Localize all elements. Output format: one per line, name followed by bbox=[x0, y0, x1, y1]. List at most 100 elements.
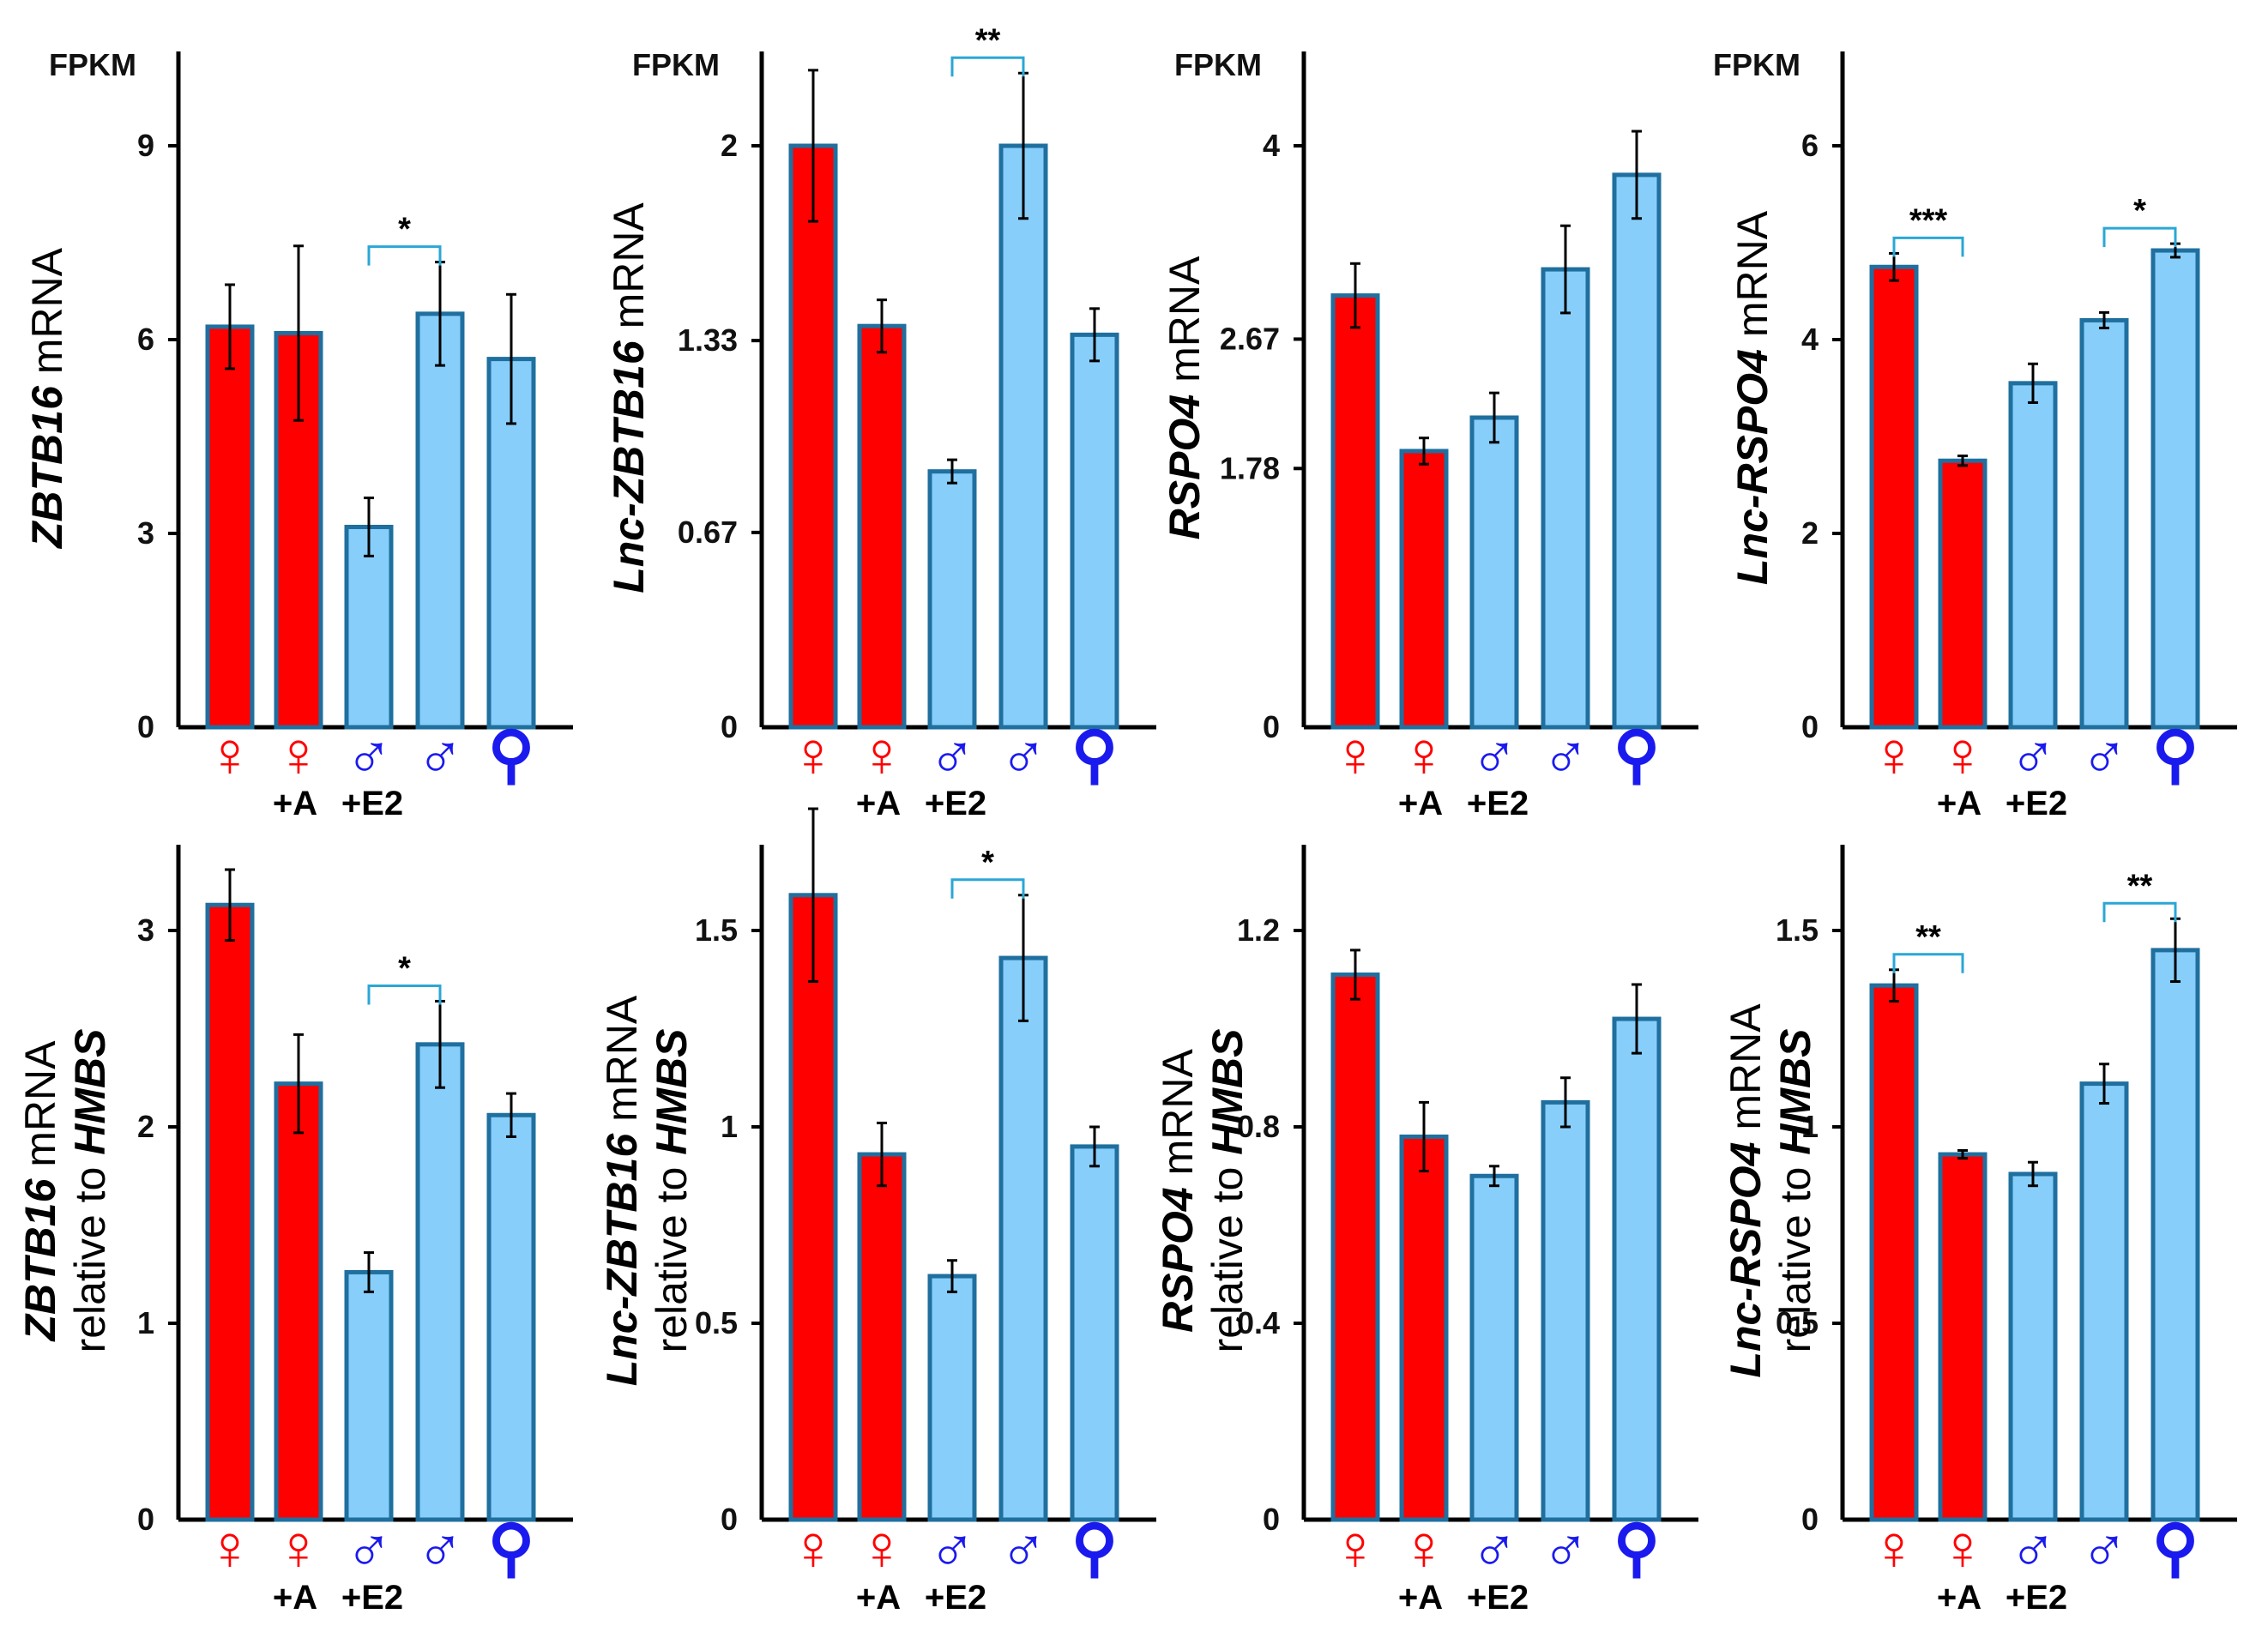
treatment-label: +E2 bbox=[1467, 1579, 1529, 1617]
bar bbox=[2079, 1081, 2129, 1522]
y-tick-label: 3 bbox=[137, 515, 154, 551]
significance-label: ** bbox=[975, 22, 1001, 58]
y-tick-label: 0 bbox=[1263, 709, 1280, 744]
significance-bracket bbox=[950, 56, 1025, 77]
y-tick-label: 0 bbox=[137, 709, 154, 744]
unit-label: FPKM bbox=[49, 47, 136, 82]
bar bbox=[344, 1269, 394, 1522]
bar bbox=[1070, 332, 1119, 730]
significance-label: *** bbox=[1909, 202, 1948, 238]
female-symbol-icon: ♀ bbox=[1939, 719, 1987, 790]
y-tick-label: 0 bbox=[1801, 1502, 1819, 1537]
male-symbol-icon: ♂ bbox=[2009, 1512, 2057, 1583]
bar bbox=[1938, 1152, 1988, 1522]
bar bbox=[857, 1152, 907, 1522]
y-axis-label: Lnc-ZBTB16 mRNA bbox=[598, 995, 646, 1386]
bar bbox=[344, 524, 394, 730]
y-tick-label: 0.8 bbox=[1237, 1109, 1280, 1144]
bar bbox=[1612, 1016, 1662, 1522]
significance-label: ** bbox=[1915, 919, 1941, 955]
y-tick-label: 1.5 bbox=[695, 912, 738, 948]
castrated-male-symbol-icon: ⚲ bbox=[1071, 719, 1118, 790]
castrated-male-symbol-icon: ⚲ bbox=[2152, 1512, 2199, 1583]
bar bbox=[2079, 317, 2129, 730]
unit-label: FPKM bbox=[632, 47, 720, 82]
castrated-male-symbol-icon: ⚲ bbox=[488, 1512, 534, 1583]
treatment-label: +E2 bbox=[1467, 785, 1529, 822]
significance-bracket bbox=[367, 245, 442, 266]
castrated-male-symbol-icon: ⚲ bbox=[1614, 1512, 1660, 1583]
y-axis-label: relative to HMBS bbox=[66, 1029, 114, 1353]
y-axis-label-part: ZBTB16 bbox=[23, 385, 71, 550]
y-tick-label: 0 bbox=[137, 1502, 154, 1537]
bar bbox=[788, 893, 838, 1522]
y-axis-label: ZBTB16 mRNA bbox=[16, 1040, 64, 1343]
y-tick-label: 2 bbox=[721, 128, 738, 163]
female-symbol-icon: ♀ bbox=[789, 1512, 837, 1583]
y-axis-label-part: Lnc-RSPO4 bbox=[1722, 1142, 1770, 1378]
bar bbox=[415, 1042, 465, 1522]
castrated-male-symbol-icon: ⚲ bbox=[488, 719, 534, 790]
treatment-label: +E2 bbox=[341, 785, 403, 822]
treatment-label: +E2 bbox=[2006, 785, 2067, 822]
male-symbol-icon: ♂ bbox=[1470, 719, 1518, 790]
y-axis-label-part: mRNA bbox=[16, 1040, 64, 1179]
y-tick-label: 3 bbox=[137, 912, 154, 948]
significance-label: * bbox=[398, 212, 411, 248]
bar bbox=[1330, 293, 1380, 730]
y-tick-label: 1.78 bbox=[1220, 450, 1280, 485]
male-symbol-icon: ♂ bbox=[345, 1512, 393, 1583]
y-axis-label-part: Lnc-ZBTB16 bbox=[598, 1133, 646, 1387]
male-symbol-icon: ♂ bbox=[2080, 1512, 2128, 1583]
y-tick-label: 0.5 bbox=[695, 1305, 738, 1340]
bar bbox=[1938, 458, 1988, 730]
y-tick-label: 6 bbox=[137, 322, 154, 357]
y-tick-label: 4 bbox=[1263, 128, 1280, 163]
y-tick-label: 0.4 bbox=[1237, 1305, 1280, 1340]
bar bbox=[486, 1112, 536, 1522]
y-axis-label-part: relative to bbox=[1771, 1155, 1819, 1353]
male-symbol-icon: ♂ bbox=[345, 719, 393, 790]
y-axis-label-part: mRNA bbox=[1154, 1049, 1202, 1188]
bar bbox=[1469, 415, 1519, 730]
y-axis-label-part: relative to bbox=[648, 1155, 696, 1353]
y-tick-label: 1 bbox=[721, 1109, 738, 1144]
y-tick-label: 0 bbox=[721, 709, 738, 744]
bar bbox=[788, 143, 838, 730]
male-symbol-icon: ♂ bbox=[416, 1512, 464, 1583]
bar bbox=[2150, 248, 2200, 730]
treatment-label: +A bbox=[856, 1579, 901, 1617]
bar bbox=[1541, 1099, 1590, 1522]
chart-panel: 0 3 6 9 FPKM ZBTB16 mRNA ♀ ♀ ♂ ♂ ⚲ +A +E2 * bbox=[23, 47, 573, 822]
y-axis-label-part: HMBS bbox=[1771, 1029, 1819, 1155]
castrated-male-symbol-icon: ⚲ bbox=[2152, 719, 2199, 790]
significance-bracket bbox=[950, 878, 1025, 899]
y-axis-label-part: HMBS bbox=[66, 1029, 114, 1155]
significance-bracket bbox=[2102, 226, 2177, 248]
bar bbox=[274, 1081, 323, 1522]
bar bbox=[927, 469, 977, 730]
male-symbol-icon: ♂ bbox=[1470, 1512, 1518, 1583]
female-symbol-icon: ♀ bbox=[274, 1512, 323, 1583]
significance-label: ** bbox=[2127, 868, 2153, 904]
female-symbol-icon: ♀ bbox=[1939, 1512, 1987, 1583]
treatment-label: +A bbox=[273, 1579, 317, 1617]
significance-bracket bbox=[1892, 953, 1964, 973]
y-axis-label: Lnc-ZBTB16 mRNA bbox=[605, 202, 653, 593]
y-tick-label: 1 bbox=[137, 1305, 154, 1340]
significance-bracket bbox=[2102, 901, 2177, 923]
y-tick-label: 2.67 bbox=[1220, 321, 1280, 356]
female-symbol-icon: ♀ bbox=[1870, 719, 1918, 790]
male-symbol-icon: ♂ bbox=[999, 719, 1047, 790]
female-symbol-icon: ♀ bbox=[1331, 1512, 1379, 1583]
y-tick-label: 2 bbox=[1801, 515, 1819, 551]
castrated-male-symbol-icon: ⚲ bbox=[1614, 719, 1660, 790]
y-axis-label-part: relative to bbox=[1203, 1155, 1252, 1353]
y-axis-label-part: mRNA bbox=[598, 995, 646, 1134]
y-tick-label: 1.5 bbox=[1776, 912, 1819, 948]
significance-label: * bbox=[398, 950, 411, 986]
